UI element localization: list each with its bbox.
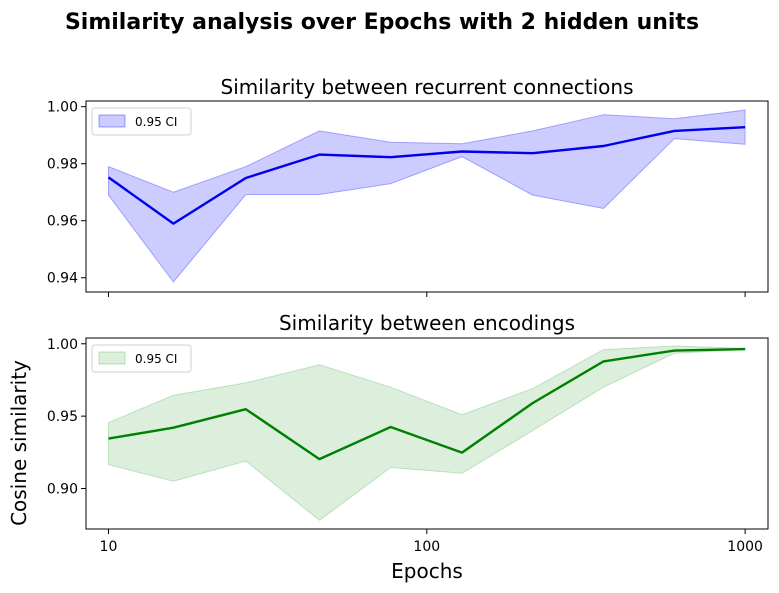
top-legend-swatch [98,114,126,128]
top-similarity-line [107,126,746,225]
top-ci-band [108,109,746,283]
bottom-legend-swatch [98,351,126,365]
bottom-similarity-line [108,347,746,461]
bottom-ci-band [108,345,746,521]
y-tick-label: 0.98 [47,157,78,173]
y-axis-label: Cosine similarity [7,360,31,526]
top-legend: 0.95 CI [91,107,192,136]
bottom-panel: Similarity between encodings 0.90 0.95 1.0… [47,311,769,555]
x-tick-label: 10 [100,539,118,555]
top-legend-box [91,107,192,136]
top-legend-label: 0.95 CI [135,115,177,129]
y-tick-label: 0.94 [47,271,78,287]
x-axis-label: Epochs [391,559,463,583]
y-tick-label: 0.95 [47,409,78,425]
figure-suptitle: Similarity analysis over Epochs with 2 h… [65,10,699,35]
y-tick-label: 0.90 [47,481,78,497]
x-tick-label: 100 [413,539,440,555]
x-tick-label: 1000 [727,539,763,555]
top-axes-frame [85,100,769,293]
y-tick-label: 1.00 [47,337,78,353]
bottom-axes-frame [85,337,769,530]
bottom-legend-box [91,344,192,373]
bottom-axes-title: Similarity between encodings [279,311,575,335]
y-tick-label: 1.00 [47,100,78,116]
top-panel: Similarity between recurrent connections… [47,75,769,297]
bottom-ticks: 0.90 0.95 1.00 10 100 1000 [47,337,763,555]
top-axes-title: Similarity between recurrent connections [221,75,634,99]
y-tick-label: 0.96 [47,214,78,230]
top-ticks: 0.94 0.96 0.98 1.00 [47,100,746,297]
bottom-legend-label: 0.95 CI [135,352,177,366]
bottom-legend: 0.95 CI [91,344,192,373]
